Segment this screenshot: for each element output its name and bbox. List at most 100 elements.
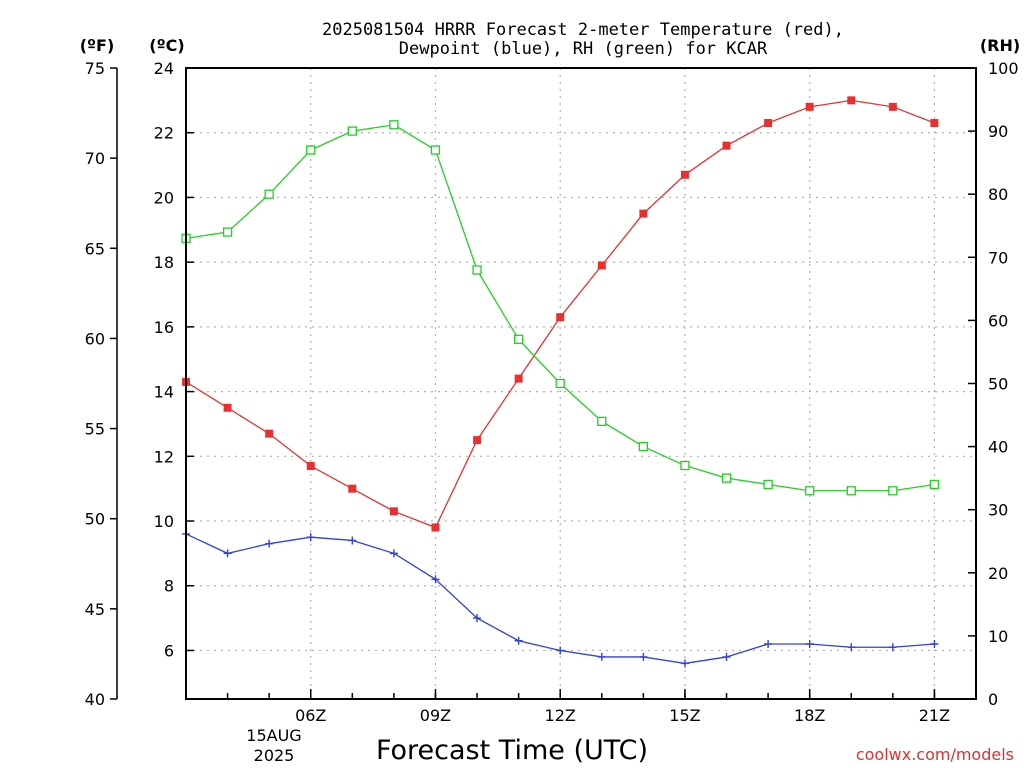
temperature-point (680, 170, 689, 179)
dewpoint-point (888, 643, 897, 652)
dewpoint-point (930, 639, 939, 648)
temperature-point (764, 119, 773, 128)
fahrenheit-tick-label: 65 (85, 239, 105, 258)
celsius-tick-label: 22 (154, 124, 174, 143)
rh-point (222, 227, 233, 237)
celsius-tick-label: 24 (154, 59, 174, 78)
celsius-tick-label: 8 (164, 577, 174, 596)
temperature-point (431, 523, 440, 532)
celsius-tick-label: 12 (154, 447, 174, 466)
rh-point (888, 486, 898, 496)
rh-point (680, 460, 690, 471)
rh-tick-label: 70 (988, 248, 1008, 267)
x-axis-label: Forecast Time (UTC) (376, 735, 648, 766)
celsius-tick-label: 10 (154, 512, 174, 531)
celsius-tick-label: 20 (154, 188, 174, 207)
dewpoint-point (389, 549, 398, 558)
rh-point (763, 479, 773, 490)
temperature-point (265, 429, 274, 438)
temperature-point (805, 102, 814, 111)
rh-tick-label: 60 (988, 311, 1008, 330)
credit-label: coolwx.com/models (856, 745, 1014, 764)
rh-point (597, 416, 607, 427)
dewpoint-point (223, 549, 232, 558)
fahrenheit-tick-label: 55 (85, 420, 105, 439)
date-label-day: 15AUG (246, 726, 301, 745)
rh-point (721, 473, 732, 483)
dewpoint-point (556, 646, 565, 655)
rh-point (264, 189, 274, 199)
rh-point (846, 486, 856, 496)
dewpoint-point (348, 536, 357, 545)
fahrenheit-tick-label: 70 (85, 149, 105, 168)
dewpoint-point (306, 533, 315, 542)
plot-frame (185, 67, 977, 700)
rh-unit-label: (RH) (980, 36, 1020, 55)
temperature-point (348, 484, 357, 493)
temperature-point (556, 313, 565, 322)
temperature-point (473, 436, 482, 445)
dewpoint-point (847, 643, 856, 652)
fahrenheit-tick-label: 75 (85, 59, 105, 78)
rh-point (929, 479, 940, 490)
temperature-point (389, 507, 398, 516)
dewpoint-point (265, 539, 274, 548)
x-tick-label: 21Z (919, 706, 950, 725)
celsius-unit-label: (ºC) (149, 36, 184, 55)
axes: 6 8 10 12 14 16 18 20 22 24 06Z 09Z 12Z 15Z 18Z 21Z 40 45… (85, 59, 1019, 725)
temperature-point (514, 374, 523, 383)
rh-point (638, 441, 649, 452)
rh-tick-label: 80 (988, 185, 1008, 204)
rh-point (513, 334, 524, 344)
rh-point (347, 126, 357, 136)
dewpoint-point (680, 659, 689, 668)
temperature-point (888, 102, 897, 111)
rh-point (805, 486, 815, 496)
rh-point (306, 145, 316, 155)
dewpoint-point (764, 639, 773, 648)
dewpoint-point (473, 614, 482, 623)
temperature-point (223, 403, 232, 412)
celsius-tick-label: 16 (154, 318, 174, 337)
rh-tick-label: 0 (988, 690, 998, 709)
dewpoint-point (805, 639, 814, 648)
fahrenheit-unit-label: (ºF) (80, 36, 115, 55)
temperature-point (597, 261, 606, 270)
dewpoint-point (597, 652, 606, 661)
rh-tick-label: 10 (988, 627, 1008, 646)
rh-point (555, 378, 565, 389)
rh-tick-label: 100 (988, 59, 1019, 78)
dewpoint-point (639, 652, 648, 661)
dewpoint-point (722, 652, 731, 661)
temperature-point (722, 141, 731, 150)
celsius-tick-label: 14 (154, 383, 174, 402)
rh-tick-label: 20 (988, 564, 1008, 583)
rh-tick-label: 50 (988, 375, 1008, 394)
rh-point (472, 265, 482, 275)
temperature-point (847, 96, 856, 105)
x-tick-label: 06Z (295, 706, 326, 725)
x-tick-label: 12Z (545, 706, 576, 725)
dewpoint-point (431, 575, 440, 584)
rh-tick-label: 90 (988, 122, 1008, 141)
celsius-tick-label: 6 (164, 641, 174, 660)
temperature-point (306, 462, 315, 471)
date-label-year: 2025 (254, 746, 295, 765)
fahrenheit-tick-label: 40 (85, 690, 105, 709)
fahrenheit-tick-label: 50 (85, 510, 105, 529)
rh-point (389, 120, 399, 130)
fahrenheit-tick-label: 45 (85, 600, 105, 619)
chart-title-line-1: 2025081504 HRRR Forecast 2-meter Tempera… (322, 20, 844, 40)
x-tick-label: 09Z (420, 706, 451, 725)
temperature-point (639, 209, 648, 218)
celsius-tick-label: 18 (154, 253, 174, 272)
temperature-point (930, 119, 939, 128)
dewpoint-point (514, 636, 523, 645)
rh-tick-label: 40 (988, 438, 1008, 457)
rh-point (430, 145, 441, 155)
chart-title-line-2: Dewpoint (blue), RH (green) for KCAR (399, 39, 768, 59)
rh-tick-label: 30 (988, 501, 1008, 520)
fahrenheit-tick-label: 60 (85, 329, 105, 348)
x-tick-label: 18Z (794, 706, 825, 725)
